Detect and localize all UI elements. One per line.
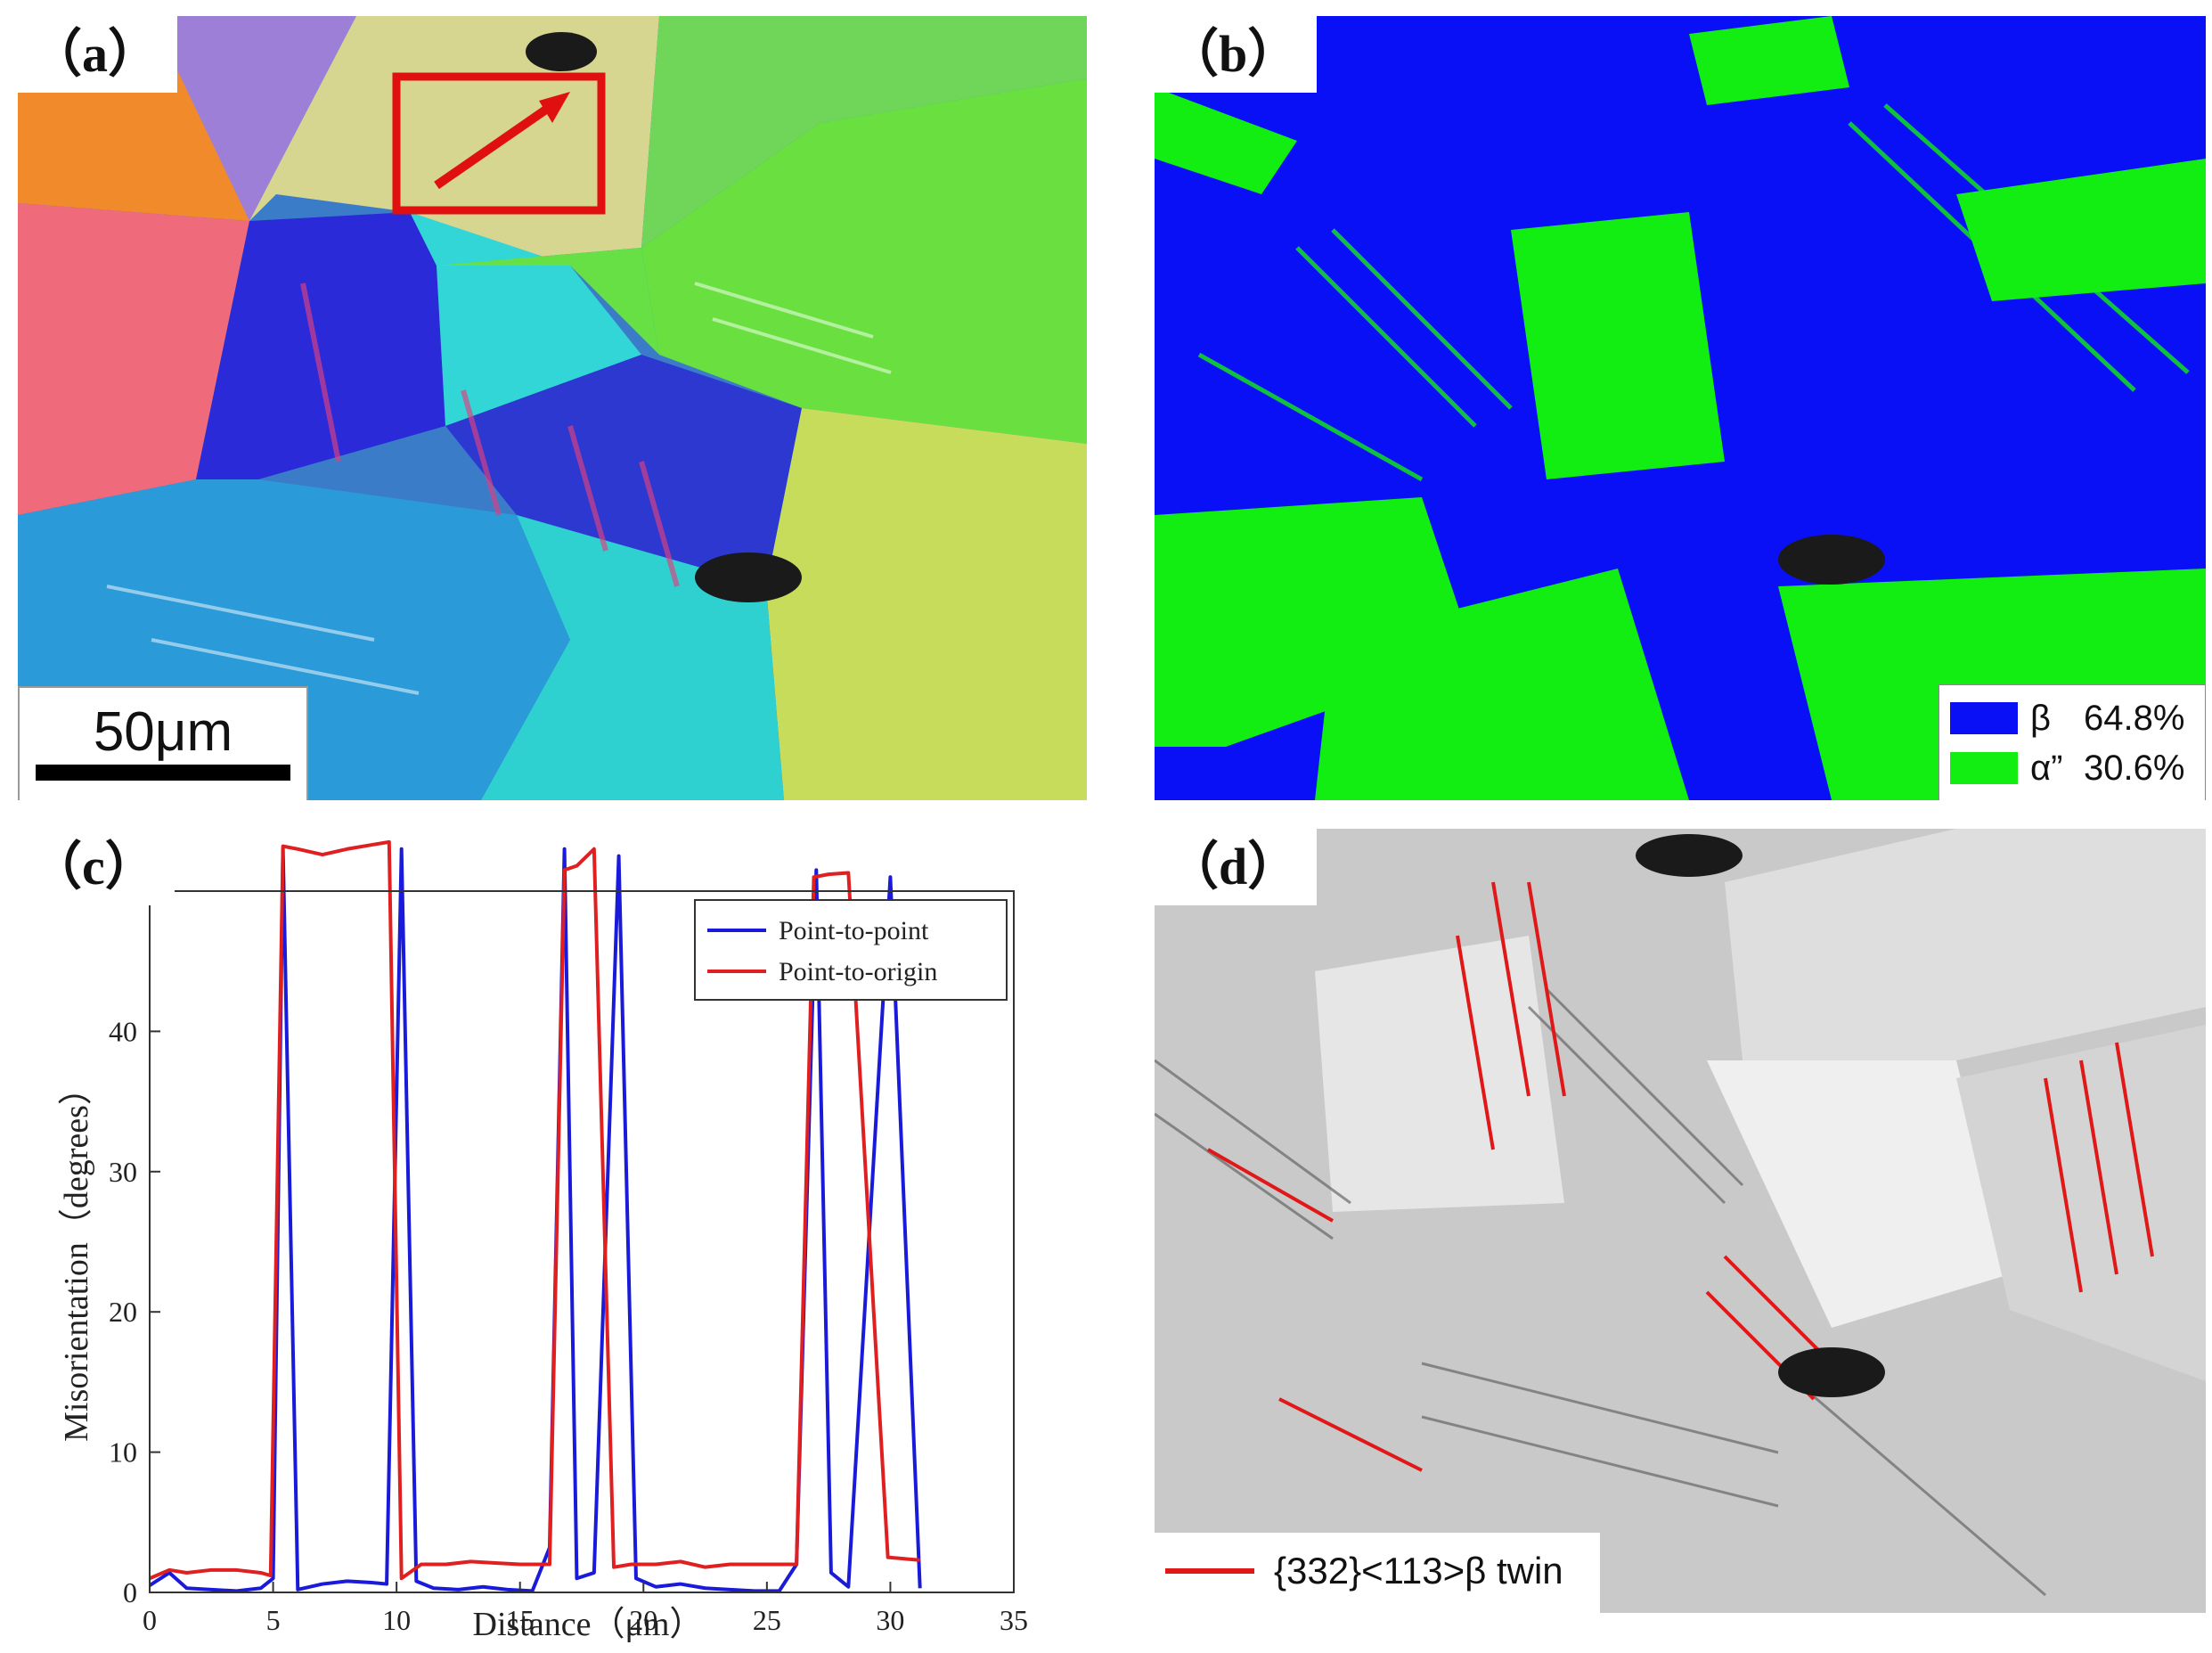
panel-a-label: （a） (18, 16, 178, 93)
phase-map-image (1155, 16, 2206, 800)
twin-map-image (1155, 829, 2206, 1613)
legend-item-beta: β 64.8% (1950, 698, 2184, 739)
panel-c-label: （c） (18, 829, 175, 905)
alpha-swatch (1950, 752, 2018, 784)
panel-b-label: （b） (1155, 16, 1318, 93)
x-axis-label: Distance（μm） (473, 1606, 704, 1643)
x-tick-label: 30 (876, 1604, 904, 1636)
x-tick-label: 15 (506, 1604, 535, 1636)
x-tick-label: 20 (629, 1604, 657, 1636)
legend-label: Point-to-origin (779, 957, 937, 986)
panel-d-label: （d） (1155, 829, 1318, 905)
legend-label: Point-to-point (779, 916, 929, 945)
scale-bar-label: 50μm (93, 701, 233, 763)
series-line-point-to-origin (149, 839, 920, 1581)
region-highlight-box (392, 72, 606, 215)
scan-direction-arrow (434, 101, 555, 190)
legend-symbol-alpha: α” (2030, 748, 2063, 788)
x-tick-label: 25 (753, 1604, 781, 1636)
legend-symbol-beta: β (2030, 698, 2052, 738)
twin-legend-label: {332}<113>β twin (1274, 1550, 1563, 1592)
legend-value-alpha: 30.6% (2084, 748, 2185, 788)
ipf-map-image (18, 16, 1087, 800)
x-tick-label: 10 (382, 1604, 411, 1636)
y-tick-label: 10 (109, 1436, 137, 1469)
legend-item-twin: {332}<113>β twin (1165, 1550, 1563, 1592)
y-axis-label: Misorientation（degrees） (58, 1071, 95, 1442)
plot-frame (149, 890, 1015, 1593)
legend-frame (694, 899, 1008, 1001)
phase-legend: β 64.8% α” 30.6% (1939, 684, 2206, 800)
x-tick-label: 5 (266, 1604, 281, 1636)
chart-legend: Point-to-point Point-to-origin (694, 899, 1008, 1001)
scale-bar: 50μm (18, 686, 308, 800)
panel-b-phase-map: （b） β 64.8% α” 30.6% (1155, 16, 2206, 800)
y-tick-label: 0 (123, 1576, 137, 1608)
y-tick-label: 30 (109, 1156, 137, 1188)
panel-d-twin-map: （d） {332}<113>β twin (1155, 829, 2206, 1613)
scale-bar-line (36, 765, 290, 781)
legend-item-alpha: α” 30.6% (1950, 748, 2184, 789)
y-tick-label: 20 (109, 1296, 137, 1328)
misorientation-chart: 0510152025303501020304050 Distance（μm） M… (58, 839, 1028, 1643)
x-tick-label: 35 (1000, 1604, 1028, 1636)
beta-swatch (1950, 702, 2018, 734)
y-tick-label: 40 (109, 1015, 137, 1047)
panel-c-chart: 0510152025303501020304050 Distance（μm） M… (18, 829, 1114, 1653)
twin-legend: {332}<113>β twin (1155, 1533, 1600, 1613)
twin-line-swatch (1165, 1568, 1254, 1574)
panel-a-ipf-map: （a） 50μm (18, 16, 1087, 800)
x-tick-label: 0 (143, 1604, 157, 1636)
legend-value-beta: 64.8% (2084, 698, 2185, 738)
